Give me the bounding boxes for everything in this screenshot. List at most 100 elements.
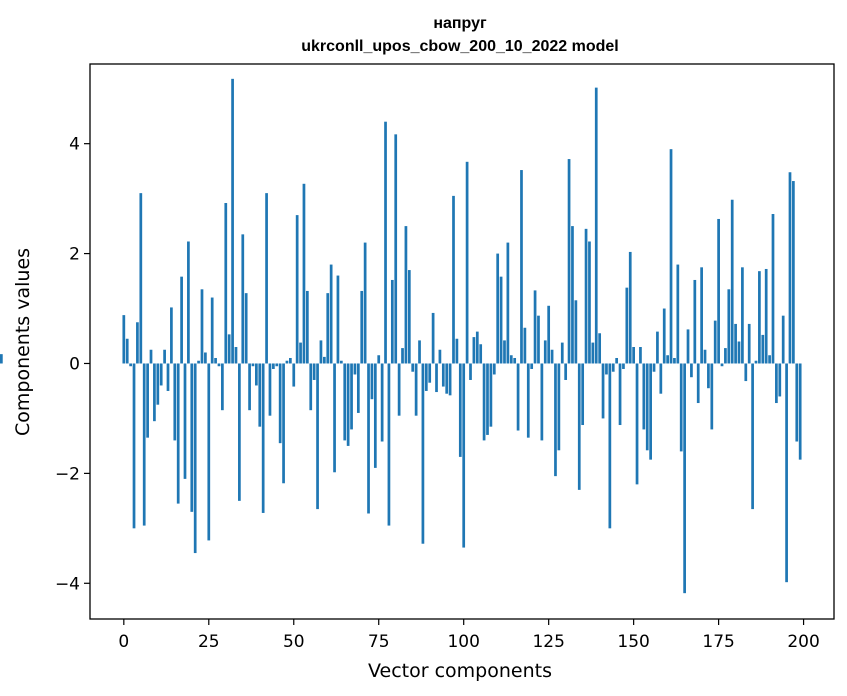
bar [149,349,153,364]
bar [268,363,272,416]
bar [591,342,595,364]
bar [0,354,3,364]
bar [567,159,571,364]
bar [238,363,241,501]
bar [265,193,268,364]
bar [210,297,214,364]
bar [343,363,347,441]
y-axis-ticks: −4 −2 0 2 4 [55,135,90,594]
bar [380,363,384,442]
y-tick-label: −2 [55,464,80,484]
bar [785,363,788,583]
bar [710,363,714,430]
bar [486,363,489,435]
bar [656,331,659,364]
bar [659,363,663,394]
bar [639,347,642,364]
bar [221,363,224,411]
x-tick-label: 50 [283,632,305,652]
bar [625,287,629,364]
bar [448,363,452,396]
bar [720,363,724,367]
bar [605,363,608,375]
bar [146,363,149,438]
bar [329,264,333,364]
bar [411,363,415,372]
bar [516,363,520,431]
bar [713,320,717,364]
bar [472,337,476,364]
bar [305,290,309,364]
bar [418,340,421,364]
x-tick-label: 175 [702,632,734,652]
bar [537,315,540,364]
bar [666,355,669,364]
bar [275,363,279,367]
bar [669,149,673,364]
bar [560,342,564,364]
bar [635,363,639,485]
bar [261,363,265,513]
bar [475,331,479,364]
bar [193,363,197,554]
y-axis-label: Components values [12,248,34,436]
bar [312,363,316,380]
bar [377,355,381,364]
bar [506,242,510,364]
bar [187,241,190,364]
bar [176,363,180,504]
bar [125,338,129,364]
bar [285,360,289,364]
bar [299,342,302,364]
bar [611,363,615,372]
bar [435,363,438,393]
bar [683,363,686,594]
bar [370,363,374,400]
bar [401,348,404,364]
bar [530,363,534,369]
bar [707,363,710,389]
bar [781,315,785,364]
bar [333,363,336,473]
bar [159,363,163,386]
x-tick-label: 150 [617,632,649,652]
bar [278,363,282,444]
bar [673,357,676,364]
bar [469,363,472,380]
bar [445,363,449,394]
bar [180,276,183,364]
bar [248,363,251,411]
bar [295,215,299,364]
x-tick-label: 0 [118,632,129,652]
bar [557,363,561,451]
bar [227,334,231,364]
bar [526,363,530,438]
bar [387,363,391,526]
bar [598,333,602,364]
bar [496,253,500,364]
bar [513,357,517,364]
x-tick-label: 25 [198,632,220,652]
bar [326,293,330,364]
bar [207,363,211,541]
bar [700,267,703,364]
bar [764,268,768,364]
bar [407,270,411,364]
bar [737,341,741,364]
bar [703,349,707,364]
bar [747,323,751,364]
bar [543,340,547,364]
bar [520,170,523,364]
bar [622,363,625,369]
bar [642,363,646,430]
bar [571,226,574,364]
y-tick-label: 0 [69,354,80,374]
bar [615,357,619,364]
bar [421,363,425,544]
bar [761,334,765,364]
plot-frame [89,63,835,620]
bar [499,276,503,364]
bar [153,363,156,422]
bar [581,363,585,426]
